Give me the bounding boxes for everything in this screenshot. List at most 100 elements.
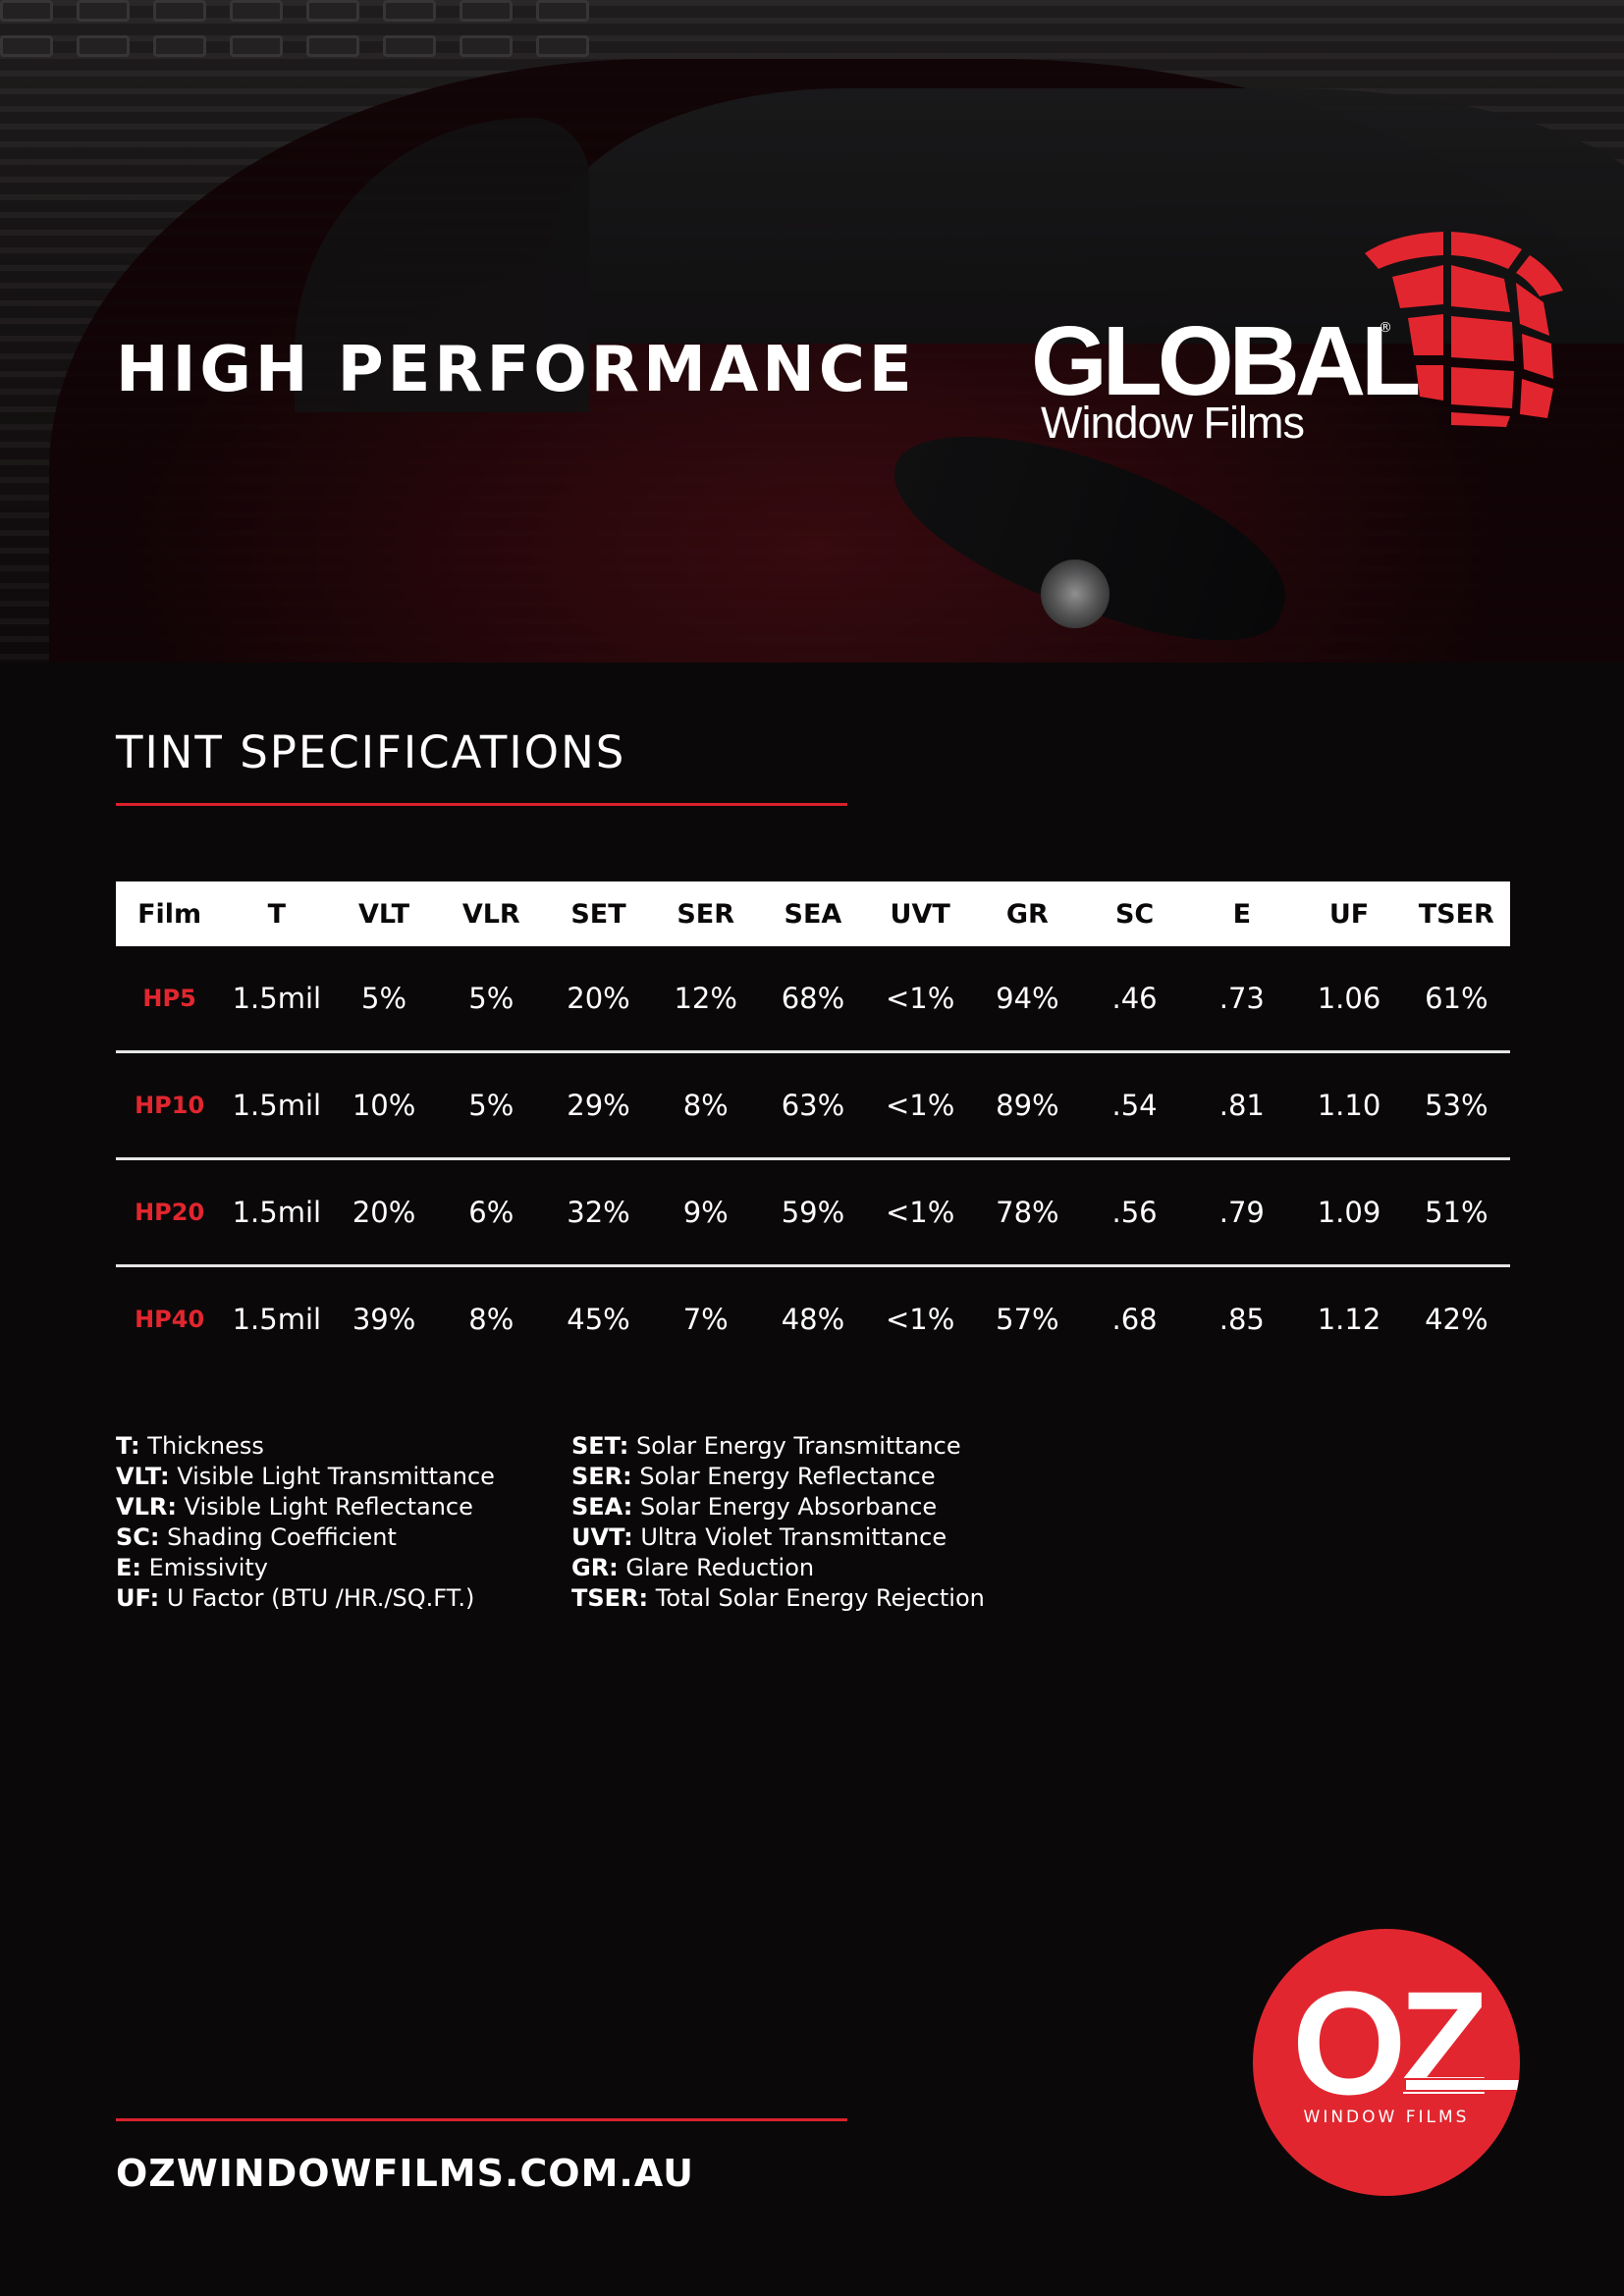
table-row: HP10 1.5mil 10% 5% 29% 8% 63% <1% 89% .5… bbox=[116, 1051, 1510, 1160]
table-cell: 45% bbox=[567, 1303, 630, 1336]
title-underline bbox=[116, 803, 847, 806]
header-uvt: UVT bbox=[866, 881, 974, 946]
car-windshield bbox=[550, 88, 1624, 344]
legend-abbr: VLR: bbox=[116, 1493, 177, 1521]
table-cell: 10% bbox=[330, 1051, 438, 1160]
hero-overlay bbox=[0, 0, 1624, 663]
legend-item: SC: Shading Coefficient bbox=[116, 1522, 495, 1553]
table-cell: 78% bbox=[973, 1158, 1081, 1267]
table-cell: 7% bbox=[682, 1303, 729, 1336]
table-row: HP20 1.5mil 20% 6% 32% 9% 59% <1% 78% .5… bbox=[116, 1158, 1510, 1267]
legend-item: E: Emissivity bbox=[116, 1553, 495, 1583]
legend-item: VLR: Visible Light Reflectance bbox=[116, 1492, 495, 1522]
table-cell: 5% bbox=[437, 946, 545, 1053]
header-film: Film bbox=[116, 881, 224, 946]
header-e: E bbox=[1188, 881, 1296, 946]
hero-banner: HIGH PERFORMANCE GLOBAL ® Window Films bbox=[0, 0, 1624, 663]
table-cell: .46 bbox=[1080, 946, 1189, 1053]
table-cell: <1% bbox=[866, 1158, 974, 1267]
table-cell: 6% bbox=[437, 1158, 545, 1267]
table-cell: 48% bbox=[781, 1303, 845, 1336]
header-tser: TSER bbox=[1402, 881, 1510, 946]
legend-item: SER: Solar Energy Reflectance bbox=[571, 1462, 985, 1492]
table-cell: 1.09 bbox=[1295, 1158, 1403, 1267]
legend-desc: U Factor (BTU /HR./SQ.FT.) bbox=[166, 1584, 475, 1612]
header-ser: SER bbox=[652, 881, 760, 946]
legend-desc: Solar Energy Transmittance bbox=[635, 1432, 961, 1460]
table-cell: .81 bbox=[1188, 1051, 1296, 1160]
legend-abbr: SEA: bbox=[571, 1493, 633, 1521]
registered-mark: ® bbox=[1379, 320, 1392, 336]
legend-abbr: UF: bbox=[116, 1584, 160, 1612]
table-cell: 59% bbox=[759, 1158, 867, 1267]
header-set: SET bbox=[544, 881, 653, 946]
legend-item: T: Thickness bbox=[116, 1431, 495, 1462]
legend-item: VLT: Visible Light Transmittance bbox=[116, 1462, 495, 1492]
table-cell: 8% bbox=[652, 1051, 760, 1160]
header-vlr: VLR bbox=[437, 881, 545, 946]
table-cell: 57% bbox=[996, 1303, 1059, 1336]
table-cell: 1.10 bbox=[1295, 1051, 1403, 1160]
legend-desc: Emissivity bbox=[148, 1554, 269, 1581]
table-cell: 1.5mil bbox=[232, 1303, 322, 1336]
badge-subtitle: WINDOW FILMS bbox=[1303, 2108, 1470, 2127]
legend-abbr: SC: bbox=[116, 1523, 160, 1551]
oz-badge-logo: OZ WINDOW FILMS bbox=[1253, 1929, 1520, 2196]
legend-desc: Shading Coefficient bbox=[167, 1523, 397, 1551]
legend-desc: Solar Energy Absorbance bbox=[639, 1493, 938, 1521]
legend-desc: Glare Reduction bbox=[625, 1554, 815, 1581]
legend-desc: Total Solar Energy Rejection bbox=[655, 1584, 985, 1612]
legend-abbr: UVT: bbox=[571, 1523, 633, 1551]
film-name: HP10 bbox=[116, 1051, 224, 1160]
global-window-films-logo: GLOBAL ® Window Films bbox=[1031, 226, 1563, 448]
legend-abbr: SET: bbox=[571, 1432, 629, 1460]
table-row: HP5 1.5mil 5% 5% 20% 12% 68% <1% 94% .46… bbox=[116, 946, 1510, 1053]
legend-item: GR: Glare Reduction bbox=[571, 1553, 985, 1583]
table-cell: <1% bbox=[866, 1051, 974, 1160]
table-cell: 42% bbox=[1425, 1303, 1489, 1336]
legend-item: UF: U Factor (BTU /HR./SQ.FT.) bbox=[116, 1583, 495, 1614]
table-cell: 61% bbox=[1402, 946, 1510, 1053]
specs-table: Film T VLT VLR SET SER SEA UVT GR SC E U… bbox=[116, 881, 1510, 1371]
legend-desc: Solar Energy Reflectance bbox=[639, 1463, 936, 1490]
legend-abbr: VLT: bbox=[116, 1463, 170, 1490]
legend-abbr: TSER: bbox=[571, 1584, 649, 1612]
table-cell: 39% bbox=[352, 1303, 416, 1336]
website-link[interactable]: OZWINDOWFILMS.COM.AU bbox=[116, 2152, 694, 2195]
table-cell: <1% bbox=[885, 1303, 955, 1336]
legend-desc: Visible Light Reflectance bbox=[184, 1493, 473, 1521]
table-cell: 63% bbox=[759, 1051, 867, 1160]
table-cell: 1.5mil bbox=[223, 946, 331, 1053]
table-cell: .56 bbox=[1080, 1158, 1189, 1267]
footer-rule bbox=[116, 2118, 847, 2121]
legend-desc: Visible Light Transmittance bbox=[177, 1463, 495, 1490]
hero-title: HIGH PERFORMANCE bbox=[116, 334, 916, 406]
table-cell: .73 bbox=[1188, 946, 1296, 1053]
brand-subtitle: Window Films bbox=[1041, 398, 1305, 448]
table-cell: 12% bbox=[652, 946, 760, 1053]
legend-desc: Thickness bbox=[147, 1432, 264, 1460]
table-cell: 20% bbox=[330, 1158, 438, 1267]
table-cell: 29% bbox=[544, 1051, 653, 1160]
table-cell: 1.12 bbox=[1317, 1303, 1381, 1336]
legend-item: SET: Solar Energy Transmittance bbox=[571, 1431, 985, 1462]
table-cell: 51% bbox=[1402, 1158, 1510, 1267]
table-cell: 32% bbox=[544, 1158, 653, 1267]
table-cell: 68% bbox=[759, 946, 867, 1053]
legend-item: UVT: Ultra Violet Transmittance bbox=[571, 1522, 985, 1553]
shutter-vents bbox=[0, 0, 589, 69]
film-name: HP5 bbox=[116, 946, 224, 1053]
oz-logo-icon: OZ bbox=[1292, 1960, 1520, 2125]
table-cell: 20% bbox=[544, 946, 653, 1053]
legend-abbr: SER: bbox=[571, 1463, 632, 1490]
legend-right-column: SET: Solar Energy Transmittance SER: Sol… bbox=[571, 1431, 985, 1614]
legend-item: TSER: Total Solar Energy Rejection bbox=[571, 1583, 985, 1614]
section-title: TINT SPECIFICATIONS bbox=[116, 726, 626, 778]
table-cell: 9% bbox=[652, 1158, 760, 1267]
table-cell: 1.5mil bbox=[223, 1158, 331, 1267]
car-headlight-lens bbox=[1041, 560, 1110, 628]
header-vlt: VLT bbox=[330, 881, 438, 946]
legend-desc: Ultra Violet Transmittance bbox=[640, 1523, 947, 1551]
table-row: HP40 1.5mil 39% 8% 45% 7% 48% <1% 57% .6… bbox=[116, 1266, 1510, 1372]
table-cell: 5% bbox=[330, 946, 438, 1053]
